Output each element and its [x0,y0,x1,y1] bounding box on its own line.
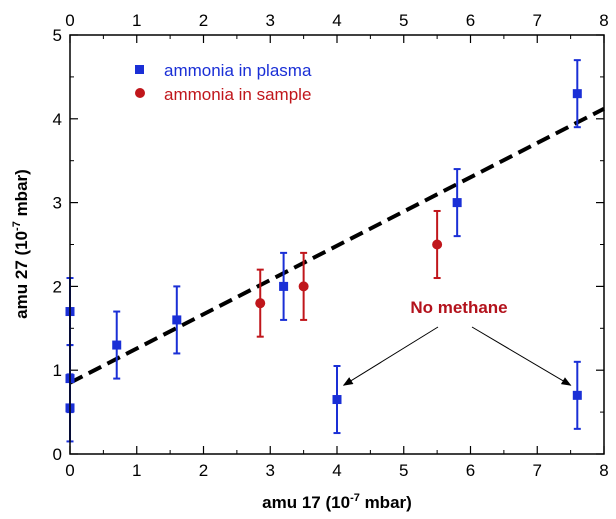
data-point-plasma [279,281,289,291]
x-tick-label: 7 [533,461,542,480]
y-tick-label: 1 [53,361,62,380]
top-tick-label: 1 [132,11,141,30]
y-axis-title-pre: amu 27 (10 [12,231,31,319]
y-axis-title-sup: -7 [11,221,23,231]
data-point-plasma [452,198,462,208]
legend-marker-plasma [135,65,144,74]
data-point-plasma [572,390,582,400]
data-point-plasma [112,340,122,350]
fit-line-layer [69,106,605,385]
top-tick-label: 3 [266,11,275,30]
top-tick-label: 6 [466,11,475,30]
y-axis-title-post: mbar) [12,169,31,221]
x-tick-label: 0 [65,461,74,480]
y-tick-label: 5 [53,26,62,45]
annotation-text: No methane [410,298,507,317]
data-point-sample [255,298,266,309]
data-point-plasma [332,395,342,405]
y-tick-label: 2 [53,277,62,296]
top-tick-label: 7 [533,11,542,30]
data-point-plasma [572,89,582,99]
y-tick-label: 3 [53,194,62,213]
x-axis-title-pre: amu 17 (10 [262,493,350,512]
data-point-sample [298,281,309,292]
top-tick-label: 0 [65,11,74,30]
y-axis-title: amu 27 (10-7 mbar) [11,169,31,319]
data-point-plasma [172,315,182,325]
top-tick-label: 4 [332,11,341,30]
top-tick-label: 2 [199,11,208,30]
legend-marker-sample [135,88,145,98]
fit-line [69,106,605,385]
y-tick-label: 0 [53,445,62,464]
x-tick-label: 2 [199,461,208,480]
x-tick-label: 3 [266,461,275,480]
x-tick-label: 6 [466,461,475,480]
x-tick-label: 1 [132,461,141,480]
legend-label-sample: ammonia in sample [164,85,311,104]
plot-frame [69,34,605,455]
x-axis-title-post: mbar) [360,493,412,512]
top-tick-label: 8 [599,11,608,30]
x-axis-title-sup: -7 [350,492,360,504]
legend-label-plasma: ammonia in plasma [164,61,312,80]
top-tick-label: 5 [399,11,408,30]
annotation-arrow-right [471,326,572,386]
x-tick-label: 5 [399,461,408,480]
x-axis-title: amu 17 (10-7 mbar) [262,492,412,512]
annotation-arrow-left [342,326,439,386]
legend: ammonia in plasma ammonia in sample [135,61,312,104]
data-point-sample [432,239,443,250]
y-tick-label: 4 [53,110,62,129]
annotation: No methane [342,298,572,386]
x-tick-label: 8 [599,461,608,480]
x-tick-label: 4 [332,461,341,480]
